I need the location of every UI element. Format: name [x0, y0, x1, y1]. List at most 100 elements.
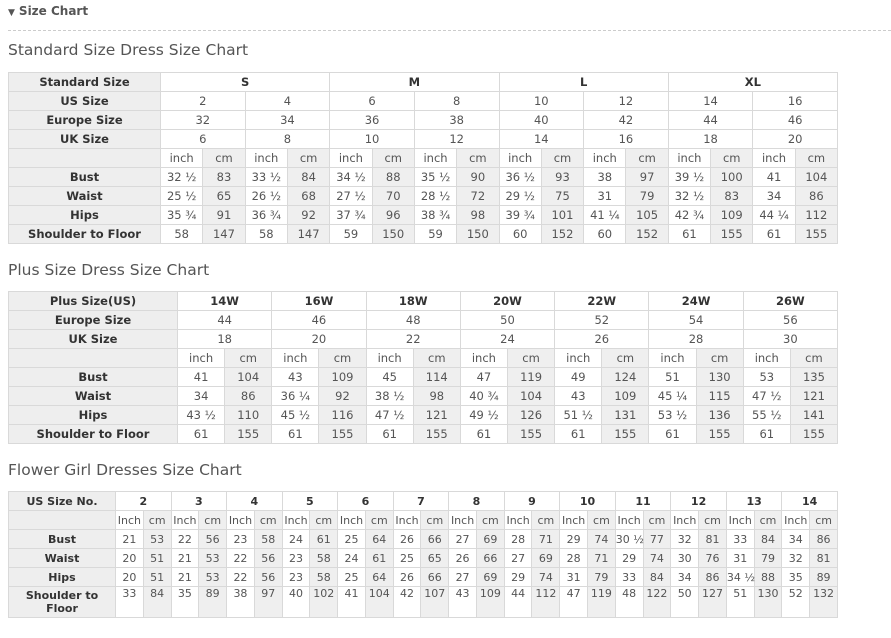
unit-cell: cm	[695, 348, 744, 368]
size-cell: 18	[176, 329, 273, 349]
flower-girl-chart-title: Flower Girl Dresses Size Chart	[8, 461, 242, 479]
value-cell: 68	[286, 186, 331, 206]
header-row: US Size No. 2 3 4 5 6 7 8 9 10 11 12 13 14	[8, 491, 838, 511]
value-cell: 155	[318, 424, 367, 444]
size-cell: 46	[271, 310, 367, 330]
value-cell: 96	[371, 205, 415, 225]
value-cell: 155	[224, 424, 273, 444]
value-cell: 28	[503, 529, 533, 549]
value-cell: 35	[781, 567, 811, 587]
value-cell: 58	[244, 224, 288, 244]
unit-cell: cm	[753, 510, 783, 530]
size-cell: XL	[667, 72, 839, 92]
value-cell: 25	[392, 548, 422, 568]
size-cell: 26	[554, 329, 650, 349]
value-cell: 124	[601, 367, 650, 387]
value-cell: 41	[752, 167, 796, 187]
table-row: Waist 25 ½ 65 26 ½ 68 27 ½ 70 28 ½ 72 29 ½ 75 31 79 3…	[8, 186, 839, 206]
unit-cell: inch	[648, 348, 697, 368]
header-row: Plus Size(US) 14W 16W 18W 20W 22W 24W 26W	[8, 291, 839, 311]
value-cell: 155	[412, 424, 461, 444]
size-cell: 6	[329, 91, 415, 111]
row-label	[8, 348, 178, 368]
unit-cell: Inch	[392, 510, 422, 530]
size-cell: 46	[752, 110, 838, 130]
row-label: Shoulder to Floor	[8, 424, 178, 444]
value-cell: 34	[176, 386, 226, 406]
value-cell: 155	[601, 424, 650, 444]
size-cell: 8	[448, 491, 505, 511]
unit-cell: cm	[198, 510, 228, 530]
table-row: Bust 32 ½ 83 33 ½ 84 34 ½ 88 35 ½ 90 36 ½ 93 38 97 39…	[8, 167, 839, 187]
value-cell: 69	[475, 567, 505, 587]
value-cell: 101	[540, 205, 585, 225]
value-cell: 88	[753, 567, 783, 587]
value-cell: 42	[392, 586, 422, 618]
value-cell: 35	[170, 586, 200, 618]
unit-cell: Inch	[170, 510, 200, 530]
size-cell: 14	[781, 491, 838, 511]
value-cell: 36 ½	[498, 167, 542, 187]
value-cell: 29	[559, 529, 589, 549]
value-cell: 31	[725, 548, 755, 568]
unit-cell: Inch	[226, 510, 255, 530]
row-label: Shoulder to Floor	[8, 586, 116, 618]
section-toggle[interactable]: ▼ Size Chart	[8, 4, 88, 18]
value-cell: 97	[253, 586, 283, 618]
size-cell: 14W	[176, 291, 273, 311]
value-cell: 22	[226, 567, 255, 587]
size-cell: 12	[583, 91, 669, 111]
row-label: Plus Size(US)	[8, 291, 178, 311]
size-cell: 22W	[554, 291, 650, 311]
value-cell: 31	[559, 567, 589, 587]
value-cell: 89	[809, 567, 838, 587]
unit-cell: inch	[329, 148, 373, 168]
value-cell: 91	[202, 205, 246, 225]
size-cell: 2	[115, 491, 172, 511]
value-cell: 122	[642, 586, 672, 618]
value-cell: 90	[456, 167, 500, 187]
unit-cell: inch	[742, 348, 791, 368]
unit-cell: cm	[587, 510, 616, 530]
value-cell: 109	[475, 586, 505, 618]
value-cell: 92	[286, 205, 331, 225]
unit-cell: cm	[506, 348, 556, 368]
size-cell: 6	[337, 491, 394, 511]
value-cell: 31	[583, 186, 627, 206]
unit-cell: cm	[364, 510, 394, 530]
unit-cell: Inch	[559, 510, 589, 530]
value-cell: 109	[318, 367, 367, 387]
value-cell: 53	[742, 367, 791, 387]
value-cell: 49	[554, 367, 603, 387]
value-cell: 27	[448, 529, 477, 549]
size-cell: 4	[244, 91, 331, 111]
unit-cell: inch	[498, 148, 542, 168]
row-label: Bust	[8, 367, 178, 387]
value-cell: 147	[286, 224, 331, 244]
divider	[8, 30, 891, 31]
unit-cell: Inch	[281, 510, 311, 530]
row-label	[8, 148, 161, 168]
value-cell: 98	[412, 386, 461, 406]
row-label: Waist	[8, 186, 161, 206]
size-cell: 50	[459, 310, 556, 330]
value-cell: 26	[392, 529, 422, 549]
unit-cell: Inch	[670, 510, 700, 530]
row-label: Shoulder to Floor	[8, 224, 161, 244]
value-cell: 150	[456, 224, 500, 244]
value-cell: 43	[271, 367, 320, 387]
value-cell: 53	[142, 529, 172, 549]
value-cell: 130	[695, 367, 744, 387]
unit-cell: cm	[540, 148, 585, 168]
value-cell: 121	[412, 405, 461, 425]
value-cell: 47	[459, 367, 508, 387]
row-label: Hips	[8, 567, 116, 587]
row-label: Europe Size	[8, 110, 161, 130]
value-cell: 59	[413, 224, 458, 244]
unit-cell: inch	[413, 148, 458, 168]
value-cell: 55 ½	[742, 405, 791, 425]
value-cell: 61	[752, 224, 796, 244]
value-cell: 21	[170, 548, 200, 568]
value-cell: 84	[286, 167, 331, 187]
